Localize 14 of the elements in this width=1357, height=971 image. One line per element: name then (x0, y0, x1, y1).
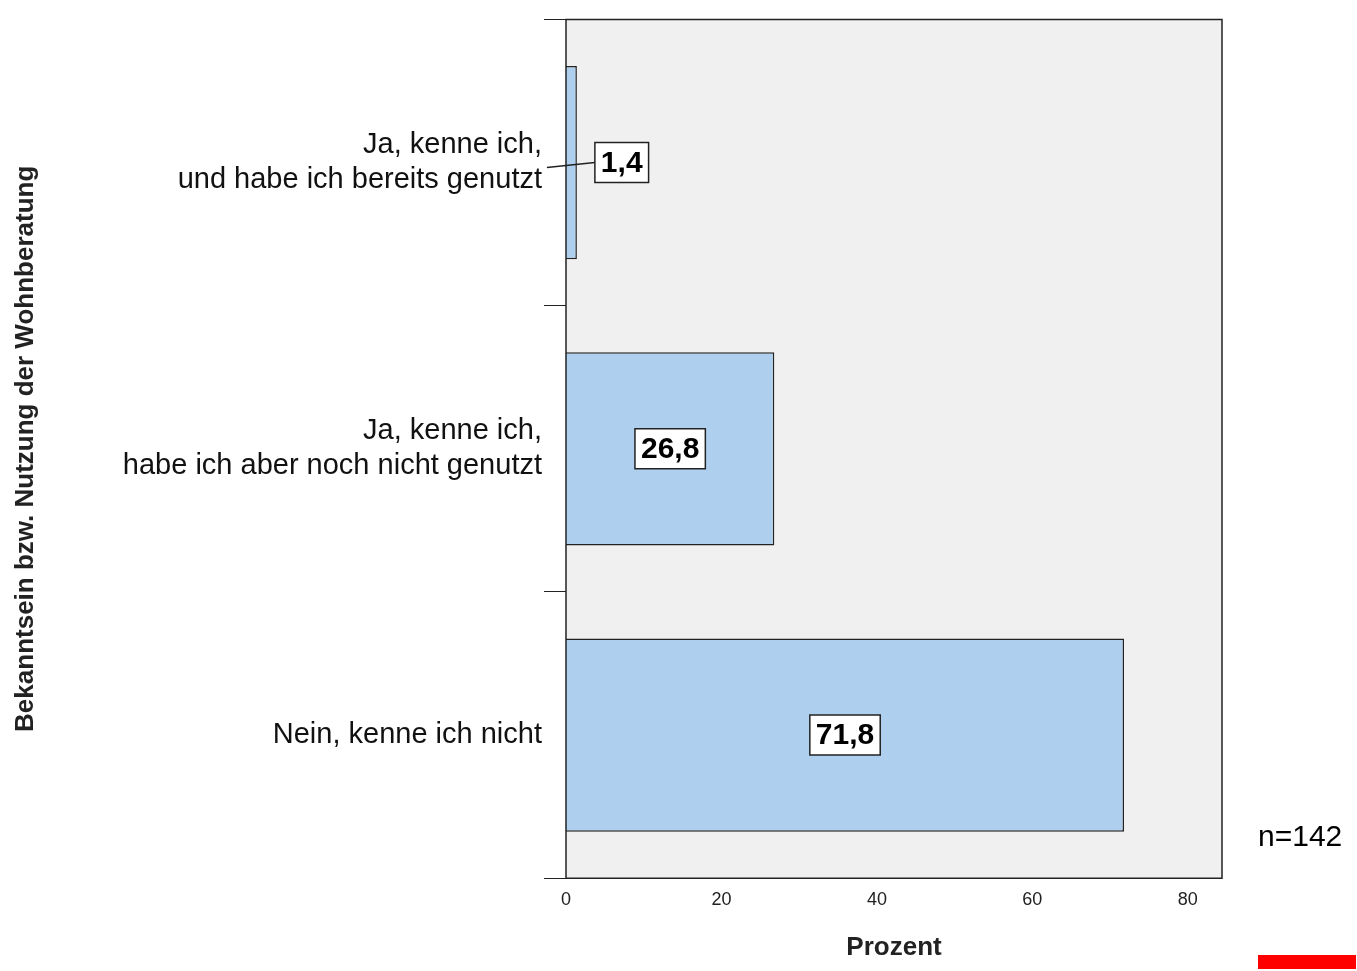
x-tick-label: 0 (560, 888, 572, 909)
text: n=142 (1258, 819, 1343, 853)
y-tick-label: Nein, kenne ich nicht (272, 717, 542, 750)
x-axis-title: Prozent (846, 930, 943, 961)
x-tick-label: 80 (1177, 888, 1198, 909)
x-tick-label: 60 (1022, 888, 1043, 909)
data-label: 71,8 (815, 717, 875, 751)
x-tick-label: 20 (711, 888, 732, 909)
y-tick-label: Ja, kenne ich, und habe ich bereits genutzt (177, 127, 542, 194)
y-tick-label: Ja, kenne ich, habe ich aber noch nicht genutzt (122, 413, 542, 481)
data-label: 26,8 (640, 431, 700, 465)
data-label: 1,4 (600, 144, 643, 178)
y-axis-title: Bekanntsein bzw. Nutzung der Wohnberatung (8, 165, 39, 732)
x-tick-label: 40 (866, 888, 887, 909)
